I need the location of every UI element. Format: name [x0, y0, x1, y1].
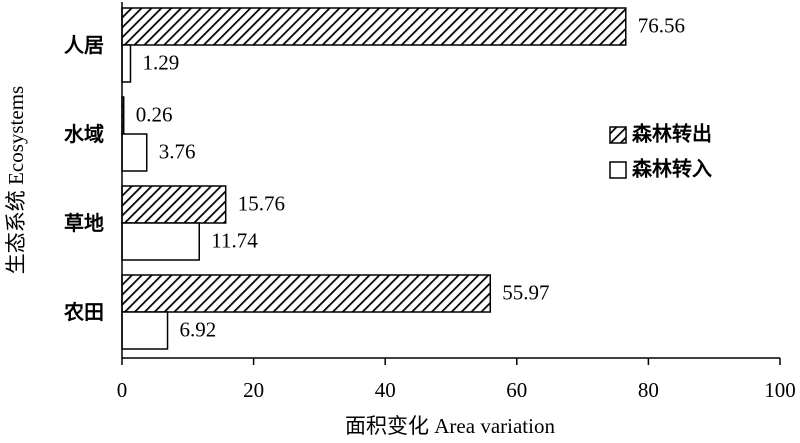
data-label: 0.26 — [136, 102, 173, 126]
data-label: 6.92 — [180, 317, 217, 341]
data-label: 11.74 — [211, 228, 258, 252]
bar — [121, 7, 627, 46]
legend-label: 森林转出 — [632, 122, 712, 146]
data-label: 76.56 — [638, 13, 685, 37]
bar — [121, 222, 200, 261]
x-axis-title: 面积变化 Area variation — [345, 414, 555, 438]
data-label: 1.29 — [142, 50, 179, 74]
x-tick-label: 100 — [764, 378, 796, 402]
y-tick-label: 草地 — [64, 211, 104, 235]
bar — [121, 311, 169, 350]
x-tick-label: 20 — [243, 378, 264, 402]
x-tick-label: 60 — [506, 378, 527, 402]
legend-label: 森林转入 — [632, 157, 712, 181]
y-tick-label: 人居 — [64, 33, 104, 57]
x-tick-label: 0 — [117, 378, 128, 402]
bar — [121, 44, 132, 83]
legend-swatch — [609, 161, 627, 179]
data-label: 15.76 — [238, 191, 285, 215]
x-tick-label: 80 — [638, 378, 659, 402]
x-tick-label: 40 — [375, 378, 396, 402]
data-label: 55.97 — [502, 280, 549, 304]
y-tick-label: 水域 — [64, 122, 104, 146]
y-tick-label: 农田 — [63, 300, 104, 324]
y-axis-title: 生态系统 Ecosystems — [4, 86, 28, 274]
data-label: 3.76 — [159, 139, 196, 163]
bar — [121, 274, 492, 313]
bar — [121, 133, 148, 172]
bar — [121, 185, 227, 224]
legend-swatch — [609, 126, 627, 144]
